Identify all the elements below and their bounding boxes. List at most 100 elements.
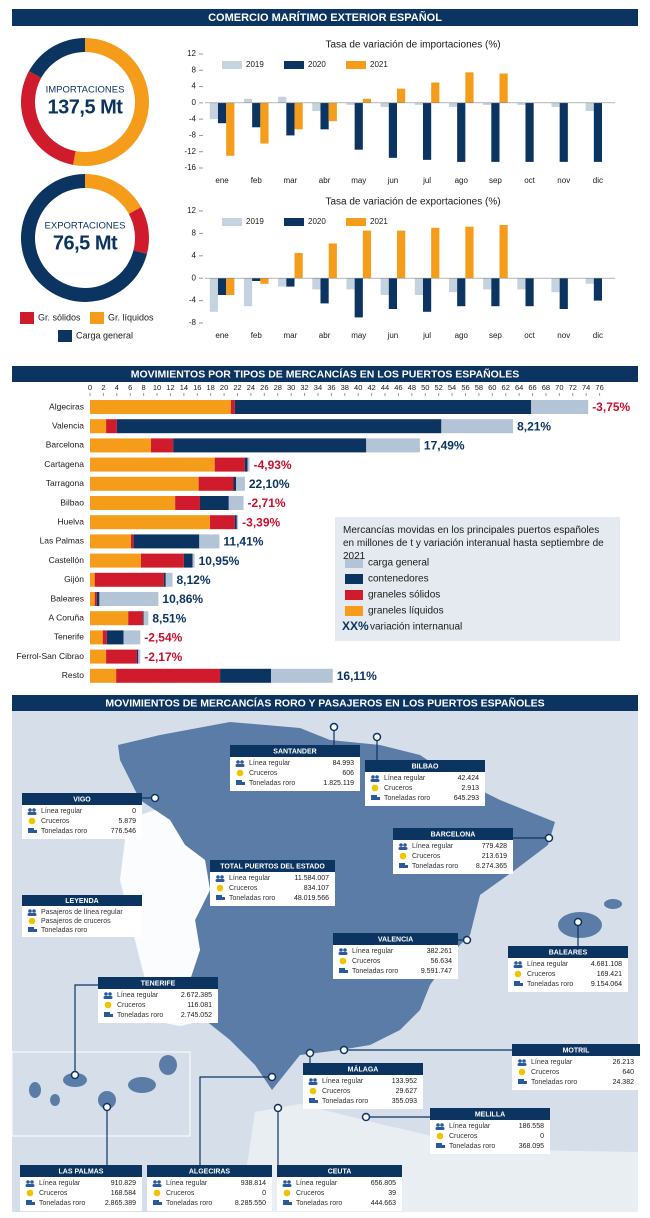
icon-passenger (522, 1059, 526, 1063)
legend-label: 2019 (246, 217, 264, 226)
port-name: BILBAO (412, 763, 439, 770)
icon-passenger (313, 1078, 317, 1082)
bar (483, 102, 492, 105)
bar (525, 278, 534, 307)
bar-segment (106, 419, 117, 434)
port-dot (305, 1048, 315, 1058)
x-tick-label: 68 (542, 383, 550, 392)
legend-label: contenedores (368, 574, 429, 585)
bar-segment (233, 476, 237, 491)
port-dot (150, 793, 160, 803)
bar (422, 102, 432, 160)
bar-segment (99, 592, 159, 606)
row-value: 834.107 (304, 885, 329, 892)
bar-segment (90, 649, 107, 664)
row-label: Cruceros (322, 1088, 351, 1095)
x-tick-label: 30 (287, 383, 295, 392)
variation-label: -4,93% (254, 458, 292, 472)
port-dot (339, 1045, 349, 1055)
bar-segment (366, 438, 420, 453)
row-label: Cruceros (117, 1002, 146, 1009)
legend-label: Pasajeros de cruceros (41, 918, 111, 925)
icon-passenger (236, 760, 240, 764)
bar-segment (247, 457, 250, 472)
icon-passenger (517, 1063, 527, 1066)
x-tick-label: mar (284, 176, 298, 185)
legend-swatch (345, 558, 363, 568)
icon-passenger (32, 808, 36, 812)
row-label: Toneladas roro (229, 895, 275, 902)
chart-title: Tasa de variación de importaciones (%) (325, 40, 500, 51)
bar-segment (106, 630, 124, 645)
donut-segment (21, 71, 76, 165)
bar (483, 278, 492, 290)
x-tick-label: 14 (180, 383, 188, 392)
row-label: Toneladas roro (527, 981, 573, 988)
bar (525, 102, 534, 162)
legend-swatch (90, 312, 104, 324)
x-tick-label: 58 (475, 383, 483, 392)
row-value: 29.627 (396, 1088, 418, 1095)
x-tick-label: jun (387, 331, 399, 340)
bar (397, 88, 406, 103)
donut-title: EXPORTACIONES (45, 221, 126, 232)
x-tick-label: 40 (354, 383, 362, 392)
bar (286, 102, 295, 136)
legend-swatch (346, 61, 366, 69)
icon-passenger (26, 1180, 30, 1184)
x-tick-label: dic (593, 331, 603, 340)
legend-swatch (222, 61, 242, 69)
bar (278, 96, 287, 103)
bar-segment (175, 496, 200, 510)
x-tick-label: dic (593, 176, 603, 185)
port-header (365, 760, 485, 772)
icon-passenger (370, 779, 380, 782)
x-tick-label: oct (524, 176, 535, 185)
x-tick-label: 12 (166, 383, 174, 392)
icon-passenger (240, 760, 244, 764)
icon-passenger (308, 1082, 318, 1085)
bar (559, 102, 568, 162)
row-label: Línea regular (39, 1180, 81, 1187)
icon-cruise (514, 970, 522, 978)
bar (320, 278, 329, 304)
icon-truck (405, 865, 408, 868)
icon-passenger (338, 952, 348, 955)
bar-segment (106, 649, 137, 664)
icon-truck (442, 1145, 445, 1148)
x-tick-label: 34 (314, 383, 322, 392)
bar (320, 102, 329, 130)
row-value: 382.261 (427, 948, 452, 955)
bar (448, 102, 458, 107)
icon-truck (28, 828, 34, 833)
icon-truck (436, 1143, 442, 1148)
row-label: Toneladas roro (296, 1200, 342, 1207)
icon-truck (309, 1098, 315, 1103)
port-header (22, 793, 142, 805)
icon-passenger (398, 847, 408, 850)
x-tick-label: ene (215, 176, 229, 185)
icon-truck (520, 983, 523, 986)
bar (294, 253, 303, 279)
icon-passenger (27, 913, 37, 916)
bar (226, 102, 235, 156)
port-header (210, 860, 335, 872)
row-value: 26.213 (613, 1059, 635, 1066)
donut-title: IMPORTACIONES (46, 85, 125, 96)
icon-cruise (436, 1132, 444, 1140)
row-value: 5.879 (118, 818, 136, 825)
x-tick-label: feb (251, 331, 263, 340)
bar (362, 230, 372, 279)
x-tick-label: 32 (300, 383, 308, 392)
icon-truck (236, 780, 242, 785)
port-dot (267, 1072, 277, 1082)
bar-segment (90, 572, 95, 587)
bar (380, 102, 389, 107)
category-label: Resto (62, 670, 84, 680)
row-value: 8.274.365 (476, 863, 507, 870)
icon-cruise (371, 784, 379, 792)
icon-passenger (152, 1184, 162, 1187)
bar (585, 102, 594, 111)
row-label: Línea regular (322, 1078, 364, 1085)
row-label: Toneladas roro (352, 968, 398, 975)
